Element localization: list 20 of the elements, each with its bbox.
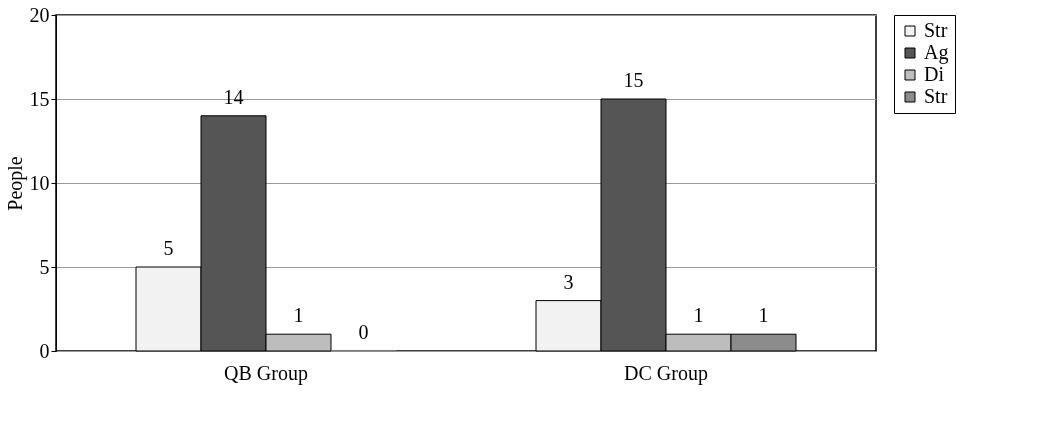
- x-tick-label: DC Group: [624, 361, 708, 385]
- y-tick-label: 10: [29, 171, 50, 194]
- x-tick-label: QB Group: [224, 361, 308, 385]
- legend-label: Di: [924, 63, 945, 85]
- y-tick-label: 0: [39, 339, 50, 362]
- y-axis-title: People: [3, 156, 27, 211]
- data-label: 1: [693, 304, 704, 327]
- y-tick-label: 20: [29, 3, 50, 26]
- legend-label: Str: [924, 85, 948, 107]
- data-label: 15: [623, 69, 644, 91]
- data-label: 1: [293, 304, 304, 327]
- data-label: 0: [358, 321, 369, 343]
- data-label: 5: [163, 237, 174, 259]
- legend-label: Ag: [924, 41, 949, 64]
- y-tick-label: 5: [39, 255, 50, 278]
- data-label: 1: [758, 304, 769, 327]
- legend-label: Str: [924, 19, 948, 41]
- data-label: 3: [563, 270, 574, 293]
- data-label: 14: [223, 85, 244, 108]
- y-tick-label: 15: [29, 87, 50, 110]
